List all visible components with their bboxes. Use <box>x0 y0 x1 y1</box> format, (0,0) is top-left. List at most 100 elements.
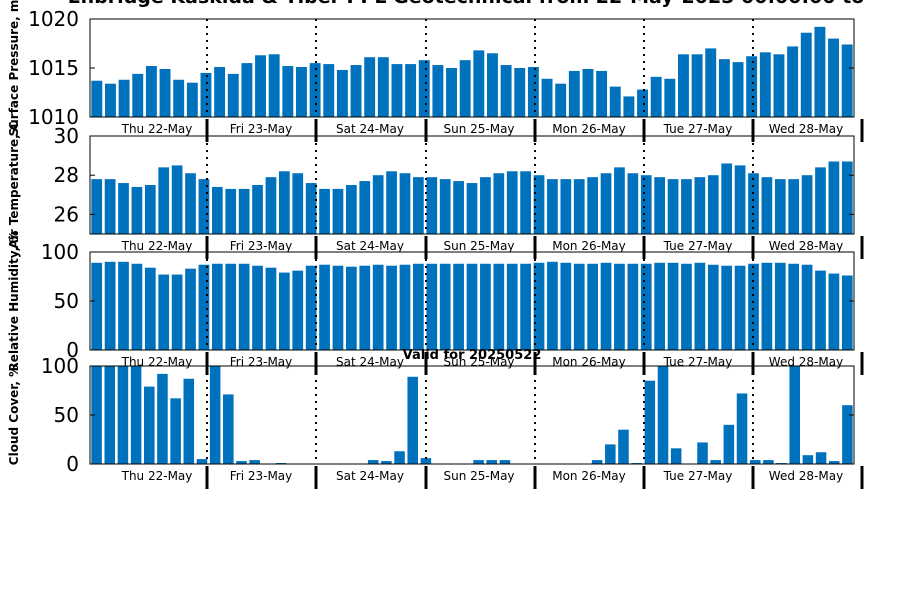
bar <box>486 460 498 464</box>
bar <box>582 68 594 117</box>
bar <box>426 177 438 234</box>
bar <box>560 262 572 350</box>
bar <box>520 263 531 350</box>
bar <box>453 181 464 234</box>
bar <box>183 378 195 464</box>
bar <box>91 80 103 117</box>
x-tick-label: Fri 23-May <box>230 469 293 483</box>
y-tick-label: 50 <box>54 403 79 427</box>
bar <box>650 76 662 117</box>
bar <box>171 165 183 234</box>
x-tick-label: Wed 28-May <box>769 469 843 483</box>
bar <box>609 86 621 117</box>
y-tick-label: 100 <box>41 240 79 264</box>
bar <box>131 186 143 234</box>
bar <box>841 161 853 234</box>
x-tick-label: Thu 22-May <box>121 122 193 136</box>
bar <box>466 183 478 234</box>
bar <box>573 263 585 350</box>
x-tick-label: Tue 27-May <box>663 469 733 483</box>
y-tick-label: 28 <box>54 163 79 187</box>
bar <box>399 173 411 234</box>
bar <box>265 177 277 234</box>
bar <box>91 262 103 350</box>
bar <box>377 57 389 117</box>
bar <box>418 60 430 117</box>
x-tick-label: Wed 28-May <box>769 355 843 369</box>
x-tick-label: Sun 25-May <box>443 239 514 253</box>
bar <box>292 270 304 350</box>
x-tick-label: Tue 27-May <box>663 239 733 253</box>
bar <box>144 386 155 464</box>
bar <box>614 167 625 234</box>
bar <box>104 261 116 350</box>
bar <box>104 366 116 464</box>
bar <box>568 70 580 117</box>
bar <box>473 460 484 464</box>
bar <box>459 60 471 117</box>
bar <box>841 275 853 350</box>
y-tick-label: 26 <box>54 202 79 226</box>
x-tick-label: Fri 23-May <box>230 122 293 136</box>
bar <box>681 179 692 234</box>
bar <box>614 263 625 350</box>
bar <box>238 263 250 350</box>
bar <box>407 376 418 464</box>
bar <box>186 82 198 117</box>
bar <box>654 262 666 350</box>
bar <box>391 64 403 117</box>
bar <box>364 57 376 117</box>
x-tick-label: Sun 25-May <box>443 122 514 136</box>
bar <box>654 177 666 234</box>
bar <box>623 96 635 117</box>
bar <box>118 183 129 234</box>
bar <box>718 59 730 117</box>
bar <box>159 68 171 117</box>
bar <box>296 67 307 117</box>
bar <box>118 79 130 117</box>
y-tick-label: 0 <box>66 452 79 476</box>
bar <box>815 167 826 234</box>
x-tick-label: Fri 23-May <box>230 355 293 369</box>
chart-subtitle: Valid for 20250522 <box>403 348 542 363</box>
bar <box>506 171 518 234</box>
bar <box>131 263 143 350</box>
bar <box>640 263 652 350</box>
bar <box>278 272 290 350</box>
bar <box>198 179 210 234</box>
bar <box>763 460 774 464</box>
bar <box>759 52 771 117</box>
bar <box>493 263 505 350</box>
bar <box>627 173 639 234</box>
bar <box>91 179 103 234</box>
bar <box>372 264 384 350</box>
bar <box>292 173 304 234</box>
bar <box>439 263 451 350</box>
bar <box>828 461 840 464</box>
bar <box>132 73 144 117</box>
bar <box>282 66 294 117</box>
y-tick-label: 50 <box>54 289 79 313</box>
bar <box>158 167 170 234</box>
bar <box>732 62 744 117</box>
x-tick-label: Mon 26-May <box>552 469 626 483</box>
bar <box>691 54 703 117</box>
x-tick-label: Tue 27-May <box>663 355 733 369</box>
bar <box>499 460 511 464</box>
x-tick-label: Thu 22-May <box>121 469 193 483</box>
bar <box>144 185 156 234</box>
bar <box>694 262 706 350</box>
bar <box>473 50 485 117</box>
bar <box>420 458 432 464</box>
bar <box>842 405 853 464</box>
bar <box>678 54 689 117</box>
bar <box>815 270 826 350</box>
bar <box>627 263 639 350</box>
bar <box>252 185 263 234</box>
y-tick-label: 100 <box>41 354 79 378</box>
y-tick-label: 1015 <box>28 56 79 80</box>
bar <box>394 451 405 464</box>
bar <box>196 459 208 464</box>
bar <box>801 264 813 350</box>
bar <box>600 173 612 234</box>
